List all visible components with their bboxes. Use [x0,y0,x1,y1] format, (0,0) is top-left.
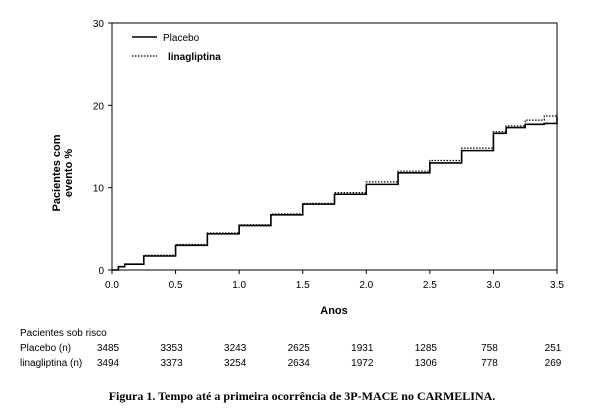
risk-cell: 1972 [351,358,374,369]
x-tick-label: 3.5 [550,280,564,291]
risk-cell: 1306 [414,358,437,369]
risk-cell: 3373 [160,358,183,369]
y-tick-label: 20 [93,101,105,112]
risk-cell: 1931 [351,343,374,354]
x-tick-label: 1.5 [296,280,310,291]
risk-cell: 251 [544,343,562,354]
risk-cell: 2634 [287,358,310,369]
risk-cell: 3254 [224,358,247,369]
x-tick-label: 1.0 [232,280,246,291]
y-axis-label-line: evento % [63,149,75,198]
risk-cell: 3353 [160,343,183,354]
risk-row-label: linagliptina (n) [20,358,83,369]
km-chart: 0.0 0.5 1.0 1.5 2.0 2.5 3.0 3.5 0 10 20 30 Placebo l… [51,19,564,317]
risk-cell: 2625 [287,343,310,354]
risk-cell: 778 [481,358,498,369]
legend-label: Placebo [163,33,200,44]
x-tick-label: 2.5 [423,280,437,291]
figure-caption: Figura 1. Tempo até a primeira ocorrênci… [108,389,496,403]
y-axis-label-line: Pacientes com [51,134,63,211]
risk-cell: 1285 [414,343,437,354]
risk-table-title: Pacientes sob risco [20,328,107,339]
y-axis-label: Pacientes comevento % [51,134,75,211]
plot-frame [111,22,558,271]
legend-label: linagliptina [168,52,221,63]
y-tick-label: 30 [93,19,105,30]
x-tick-label: 2.0 [359,280,373,291]
risk-cell: 3494 [96,358,120,369]
risk-cell: 3485 [96,343,120,354]
y-tick-label: 10 [93,184,105,195]
x-tick-label: 3.0 [486,280,500,291]
y-tick-label: 0 [98,266,104,277]
x-axis-label: Anos [320,305,348,317]
risk-cell: 758 [481,343,498,354]
risk-cell: 269 [544,358,562,369]
series-line-linagliptina [112,113,558,271]
x-tick-label: 0.5 [169,280,183,291]
risk-cell: 3243 [224,343,247,354]
risk-table: Pacientes sob risco Placebo (n) 3485 3353 3… [20,328,562,369]
x-tick-label: 0.0 [105,280,119,291]
risk-row-label: Placebo (n) [20,343,72,354]
